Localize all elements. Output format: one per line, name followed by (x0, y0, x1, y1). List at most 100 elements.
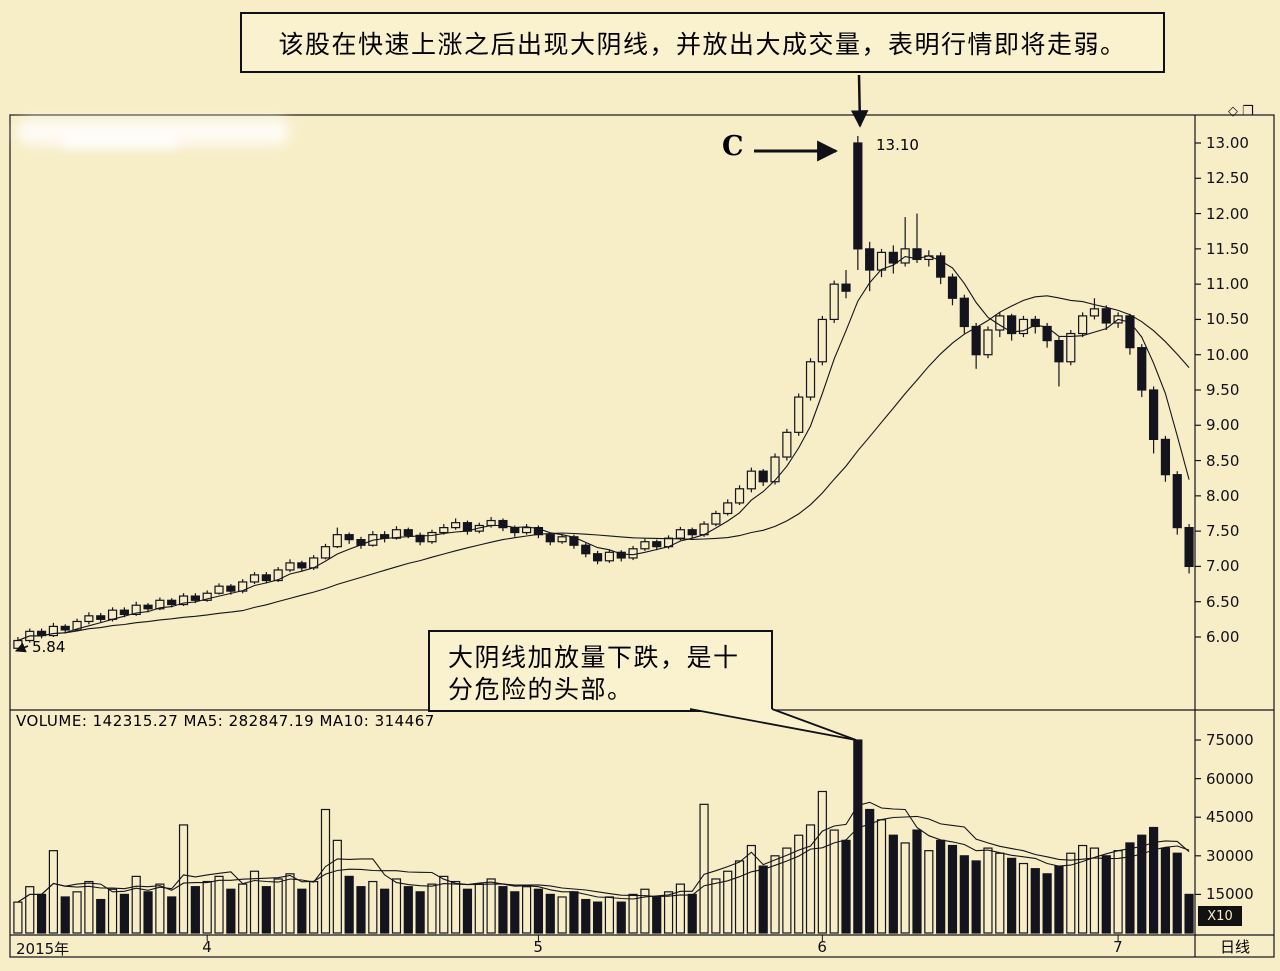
mid-annotation-text: 大阴线加放量下跌，是十分危险的头部。 (448, 643, 740, 704)
price-axis-label: 8.50 (1206, 451, 1240, 470)
volume-axis-label: 75000 (1206, 731, 1254, 750)
volume-bar (1066, 852, 1076, 934)
volume-bar (865, 808, 875, 934)
period-selector[interactable]: 日线 (1219, 937, 1250, 956)
volume-bar (380, 888, 390, 934)
candle-body (853, 142, 863, 250)
candle-body (805, 361, 816, 398)
volume-bar (829, 829, 839, 934)
volume-bar (143, 891, 153, 934)
candle-body (1042, 325, 1052, 342)
volume-bar (652, 896, 662, 934)
candle-body (912, 248, 922, 261)
volume-bar (309, 880, 319, 934)
volume-bar (273, 878, 283, 934)
candle-body (119, 609, 129, 616)
candle-body (72, 620, 82, 631)
candle-body (297, 562, 307, 569)
volume-bar (959, 855, 969, 934)
volume-bar (96, 898, 106, 934)
price-axis-label: 10.50 (1206, 310, 1249, 329)
volume-bar (119, 893, 129, 934)
volume-bar (936, 839, 946, 934)
candle-body (380, 534, 390, 539)
candle-body (226, 585, 236, 592)
volume-bar (451, 880, 461, 934)
price-axis-label: 9.50 (1206, 380, 1240, 399)
window-control-icons[interactable]: ◇❐ (1228, 104, 1258, 119)
volume-bar (13, 901, 23, 934)
volume-bar (48, 850, 59, 934)
volume-bar (356, 886, 366, 934)
volume-bar (226, 888, 236, 934)
price-axis-label: 13.00 (1206, 134, 1249, 152)
volume-multiplier-badge: X10 (1198, 906, 1242, 926)
c-candle-marker: C (722, 131, 744, 162)
candle-body (1137, 347, 1147, 391)
volume-bar (569, 891, 579, 934)
volume-bar (261, 886, 271, 934)
candle-body (273, 569, 283, 582)
volume-ma10-line (17, 815, 1190, 903)
candle-body (865, 248, 875, 271)
volume-bar (1184, 893, 1194, 934)
volume-bar (675, 883, 685, 934)
volume-bar (1125, 842, 1135, 934)
candle-body (1172, 474, 1182, 529)
top-annotation-text: 该股在快速上涨之后出现大阴线，并放出大成交量，表明行情即将走弱。 (278, 29, 1127, 59)
volume-bar (663, 891, 674, 934)
volume-bar (190, 886, 200, 934)
candle-body (48, 625, 59, 637)
candle-body (770, 456, 780, 483)
volume-axis-label: 45000 (1206, 808, 1254, 827)
volume-indicator-readout: VOLUME: 142315.27 MA5: 282847.19 MA10: 3… (16, 712, 435, 730)
candle-body (143, 604, 153, 610)
volume-bar (723, 870, 733, 934)
volume-bar (971, 860, 981, 934)
candle-body (249, 574, 260, 583)
mid-annotation-box: 大阴线加放量下跌，是十分危险的头部。 (428, 630, 773, 712)
candle-body (332, 534, 342, 548)
volume-bar (1007, 857, 1017, 934)
candle-body (687, 529, 697, 536)
candle-body (983, 329, 993, 356)
volume-bar (249, 870, 260, 934)
candle-body (178, 595, 189, 606)
candle-body (486, 519, 496, 527)
time-axis-label: 5 (533, 938, 543, 956)
candle-body (936, 255, 946, 278)
time-axis-label: 4 (202, 938, 212, 956)
volume-bar (498, 886, 508, 934)
price-axis-label: 11.50 (1206, 239, 1249, 258)
candle-body (581, 544, 591, 555)
volume-bar (604, 896, 615, 934)
volume-bar (522, 886, 532, 934)
volume-bar (1030, 868, 1040, 934)
volume-bar (699, 803, 709, 934)
candle-body (652, 541, 662, 548)
volume-bar (557, 896, 567, 934)
volume-bar (770, 855, 780, 934)
candle-body (959, 297, 969, 328)
price-axis-label: 7.00 (1206, 557, 1240, 576)
candle-body (167, 599, 177, 606)
volume-bar (510, 891, 520, 934)
candle-body (60, 625, 70, 631)
volume-bar (84, 880, 94, 934)
volume-bar (581, 898, 591, 934)
volume-bar (214, 875, 224, 934)
candle-body (1078, 315, 1088, 335)
volume-bar (983, 847, 993, 934)
candle-body (155, 599, 165, 610)
price-ma5-line (17, 255, 1190, 642)
candle-body (96, 615, 106, 620)
volume-bar (368, 880, 378, 934)
volume-bar (72, 891, 82, 934)
price-axis-label: 9.00 (1206, 416, 1240, 435)
candle-body (782, 431, 792, 458)
volume-bar (238, 883, 248, 934)
volume-bar (734, 860, 745, 934)
candle-body (1066, 332, 1076, 363)
volume-axis-label: 60000 (1206, 769, 1254, 788)
